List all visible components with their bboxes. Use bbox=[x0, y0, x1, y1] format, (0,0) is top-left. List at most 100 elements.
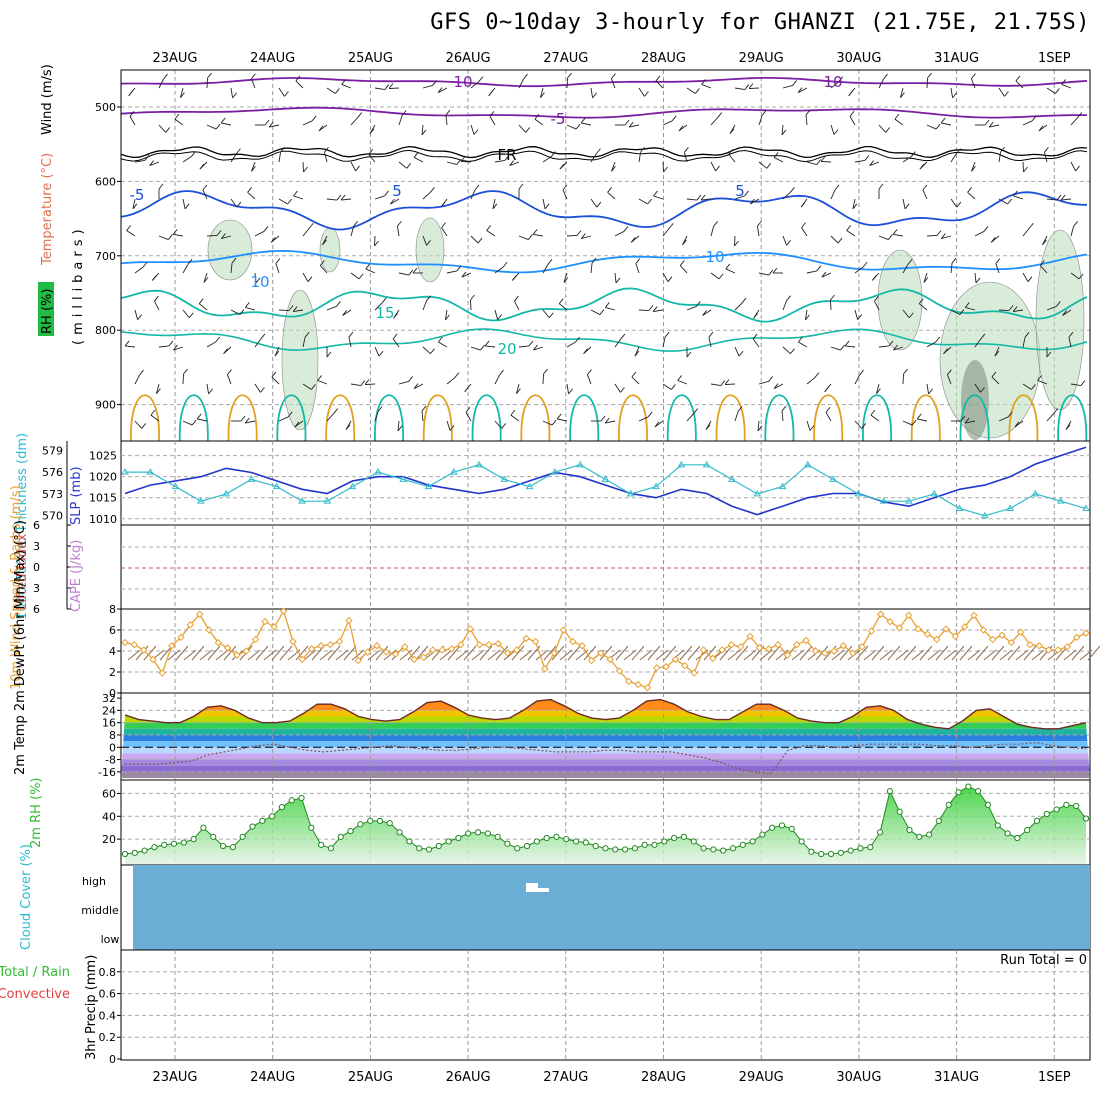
wind-barb-flag bbox=[525, 127, 531, 133]
wind-speed-point bbox=[298, 655, 306, 664]
wind-barb-flag bbox=[995, 258, 1001, 264]
wind-barb bbox=[782, 191, 791, 200]
wind-barb bbox=[510, 414, 520, 422]
wind-barb bbox=[134, 159, 145, 163]
wind-speed-point bbox=[186, 621, 195, 629]
wind-barb-flag bbox=[576, 230, 582, 236]
wind-barb bbox=[1022, 337, 1026, 348]
slp-tick: 1020 bbox=[89, 471, 117, 484]
tick-label: 60 bbox=[102, 787, 116, 800]
thickness-series-line bbox=[125, 464, 1087, 517]
wind-barb-flag bbox=[814, 372, 820, 378]
wind-barb bbox=[926, 235, 938, 237]
wind-barb-flag bbox=[640, 146, 645, 153]
wind-barb-flag bbox=[445, 314, 450, 321]
wind-barb bbox=[278, 416, 289, 422]
wind-barb-flag bbox=[534, 113, 540, 120]
date-axis-bottom: 23AUG 24AUG 25AUG 26AUG 27AUG 28AUG 29AUG 30AUG… bbox=[152, 1070, 1070, 1085]
tick-label: 600 bbox=[95, 175, 116, 188]
wind-barb-flag bbox=[187, 259, 193, 265]
wind-barb-flag bbox=[492, 203, 498, 210]
wind-speed-point bbox=[158, 669, 167, 677]
wind-barb-flag bbox=[753, 313, 758, 319]
wind-barb-flag bbox=[935, 123, 941, 130]
wind-barb-flag bbox=[126, 225, 131, 231]
surface-barb bbox=[223, 645, 237, 661]
rh-point bbox=[926, 831, 933, 838]
wind-barb-flag bbox=[887, 234, 893, 240]
wind-barb bbox=[902, 198, 906, 209]
wind-barb bbox=[950, 153, 957, 163]
surface-barb bbox=[999, 649, 1013, 661]
slp-tick: 1025 bbox=[89, 450, 117, 463]
wind-barb-flag bbox=[284, 91, 289, 97]
surface-barb bbox=[687, 645, 701, 661]
wind-barb-flag bbox=[940, 233, 946, 239]
wind-barb-flag bbox=[790, 187, 795, 193]
wind-barb-flag bbox=[805, 109, 811, 116]
wind-barb bbox=[278, 198, 288, 205]
wind-barb-flag bbox=[599, 309, 605, 315]
temp-band bbox=[121, 734, 1090, 742]
wind-barb-flag bbox=[168, 340, 174, 347]
surface-barb bbox=[1079, 649, 1093, 661]
wind-barb-flag bbox=[445, 109, 451, 116]
tick-label: 0.2 bbox=[99, 1031, 117, 1044]
wind-barb-flag bbox=[859, 369, 864, 376]
wind-barb bbox=[485, 345, 496, 348]
wind-barb-flag bbox=[587, 369, 592, 375]
wind-barb-flag bbox=[412, 267, 418, 274]
wind-barb-flag bbox=[374, 240, 379, 247]
surface-barb bbox=[439, 649, 453, 661]
wind-barb bbox=[206, 383, 210, 394]
wind-barb-flag bbox=[971, 166, 976, 172]
wind-barb bbox=[566, 235, 578, 237]
surface-barb bbox=[495, 645, 509, 661]
thickness-point bbox=[399, 475, 408, 482]
surface-barb bbox=[759, 649, 773, 661]
surface-barb bbox=[471, 649, 485, 661]
rh-point bbox=[818, 850, 825, 858]
wind-speed-point bbox=[419, 653, 428, 662]
wind-barb-flag bbox=[575, 336, 581, 343]
wind-barb-flag bbox=[326, 351, 332, 358]
rh-point bbox=[219, 842, 227, 850]
rh-label: RH (%) bbox=[40, 289, 55, 334]
wind-barb bbox=[396, 226, 400, 237]
wind-barb bbox=[686, 305, 697, 311]
rh-point bbox=[494, 833, 501, 840]
wind-barb-flag bbox=[821, 271, 827, 278]
wind-barb bbox=[518, 78, 524, 89]
wind-barb-flag bbox=[702, 310, 707, 316]
wind-barb-flag bbox=[772, 267, 778, 274]
wind-barb bbox=[250, 78, 256, 89]
wind-barb bbox=[854, 309, 859, 320]
rh-point bbox=[523, 842, 531, 850]
wind-barb bbox=[781, 124, 784, 135]
wind-barb-flag bbox=[737, 406, 743, 412]
wind-speed-point bbox=[513, 646, 521, 654]
surface-barb bbox=[1031, 649, 1045, 661]
wind-barb bbox=[653, 309, 664, 313]
wind-barb bbox=[995, 263, 1000, 274]
surface-barb bbox=[335, 649, 349, 661]
wind-barb bbox=[1043, 152, 1048, 163]
rh-point bbox=[700, 845, 707, 852]
contour-label: FR bbox=[497, 146, 516, 164]
wind-speed-point bbox=[877, 610, 885, 618]
wind-barb bbox=[129, 116, 136, 126]
wind-speed-point bbox=[802, 636, 810, 645]
wind-barb bbox=[254, 231, 265, 237]
wind-barb bbox=[965, 306, 976, 311]
wind-speed-point bbox=[923, 630, 932, 638]
wind-barb bbox=[350, 272, 360, 280]
wind-barb bbox=[154, 300, 160, 311]
rh-point bbox=[631, 845, 639, 852]
wind-speed-point bbox=[811, 647, 820, 655]
surface-barb bbox=[407, 645, 421, 661]
rh-point bbox=[759, 831, 766, 838]
wind-barb-flag bbox=[611, 73, 616, 79]
surface-barb bbox=[959, 645, 973, 661]
wind-barb-flag bbox=[220, 117, 226, 124]
wind-speed-point bbox=[149, 655, 157, 664]
